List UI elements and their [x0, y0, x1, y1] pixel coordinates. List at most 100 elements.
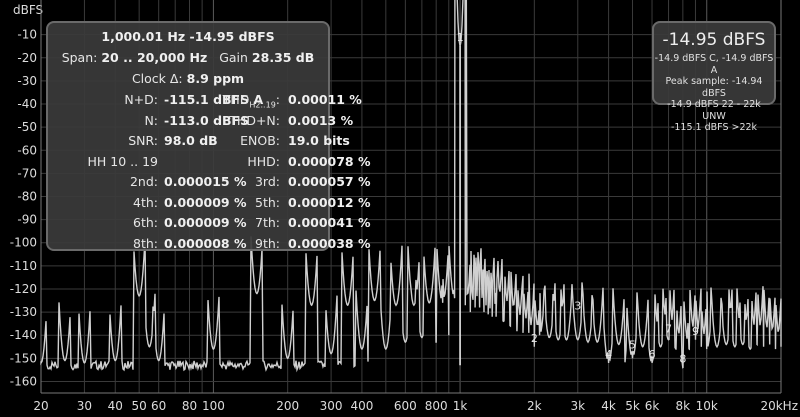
y-tick-label: -10 — [17, 28, 37, 42]
x-tick-label: 10k — [696, 399, 718, 413]
stat-label: 3rd: — [254, 174, 280, 189]
stats-row: 4th: 0.000009 % 5th: 0.000012 % — [48, 193, 371, 213]
y-tick-label: -40 — [17, 97, 37, 111]
y-axis-ticks: -10 -20 -30 -40 -50 -60 -70 -80 -90 -100 -110 -120 -… — [10, 28, 37, 389]
stat-label: 4th: — [133, 194, 158, 210]
stats-row: 6th: 0.000009 % 7th: 0.000041 % — [48, 213, 371, 233]
measurement-panel[interactable]: 1,000.01 Hz -14.95 dBFS Span: 20 .. 20,0… — [46, 21, 371, 254]
harmonic-marker-label: 6 — [649, 348, 656, 361]
stat-value: 0.000012 % — [288, 194, 371, 210]
x-tick-label: 3k — [570, 399, 585, 413]
level-line: -14.9 dBFS 22 - 22k UNW — [667, 99, 761, 122]
stat-label: SNR: — [128, 133, 158, 148]
stat-label: 2nd: — [129, 174, 158, 189]
stat-label: HH 10 .. 19 — [87, 153, 158, 169]
y-tick-label: -150 — [10, 351, 37, 365]
level-line: -14.9 dBFS C, -14.9 dBFS A — [654, 53, 774, 76]
x-tick-label: 200 — [276, 399, 299, 413]
harmonic-marker-label: 5 — [629, 339, 636, 352]
spectrum-line — [40, 0, 782, 373]
span-label: Span: — [61, 50, 98, 65]
stat-label: 7th: — [255, 215, 280, 230]
stat-value: 0.000041 % — [288, 215, 371, 230]
stat-value: 0.000038 % — [288, 235, 371, 251]
y-tick-label: -160 — [10, 374, 37, 388]
thd-range-subscript: H2..19 — [249, 100, 276, 110]
x-tick-label: 300 — [320, 399, 343, 413]
stats-row: SNR: 98.0 dB ENOB: 19.0 bits — [48, 131, 350, 151]
stat-label: N+D: — [124, 92, 158, 107]
harmonic-marker-label: 7 — [665, 323, 672, 336]
harmonic-markers: 1 2 3 4 567 8 9 — [457, 31, 699, 365]
span-value: 20 .. 20,000 Hz — [101, 50, 208, 65]
x-tick-label: 5k — [625, 399, 640, 413]
clock-readout: Clock Δ: 8.9 ppm — [48, 69, 328, 89]
level-line: -115.1 dBFS >22k — [670, 122, 758, 133]
clock-value: 8.9 ppm — [186, 71, 245, 86]
harmonic-marker-label: 1 — [457, 31, 464, 44]
stat-value: -115.1 dBFS A — [164, 92, 264, 107]
spectrum-trace — [40, 0, 782, 373]
stats-row: 8th: 0.000008 % 9th: 0.000038 % — [48, 234, 371, 254]
harmonic-marker-label: 3 — [574, 299, 581, 312]
stat-value: 0.000078 % — [288, 153, 371, 169]
x-tick-label: 50 — [132, 399, 147, 413]
x-tick-label: 600 — [394, 399, 417, 413]
x-tick-label: 6k — [645, 399, 660, 413]
y-tick-label: -130 — [10, 305, 37, 319]
stat-value: 19.0 bits — [288, 133, 350, 148]
x-axis-ticks: 20 30 40 50 60 80 100 200 300 400 600 800 1k 2k 3k 4k 5k… — [33, 399, 798, 413]
x-tick-label: 400 — [350, 399, 373, 413]
stats-row: N: -113.0 dBFS THD+N: 0.0013 % — [48, 111, 353, 131]
thd-label: THD — [222, 92, 250, 107]
y-tick-label: -110 — [10, 259, 37, 273]
stat-value: 0.000009 % — [164, 194, 247, 210]
stat-value: 98.0 dB — [164, 133, 218, 148]
stat-value: 0.000057 % — [288, 174, 371, 189]
stat-value: 0.000008 % — [164, 235, 247, 251]
span-gain-readout: Span: 20 .. 20,000 Hz Gain 28.35 dB — [48, 48, 328, 68]
x-tick-label: 80 — [182, 399, 197, 413]
gain-label: Gain — [219, 50, 248, 65]
fundamental-readout: 1,000.01 Hz -14.95 dBFS — [48, 27, 328, 47]
stat-value: 0.000015 % — [164, 174, 247, 189]
stat-label: THD+N: — [229, 112, 280, 128]
x-tick-label: 1k — [453, 399, 468, 413]
y-tick-label: -30 — [17, 74, 37, 88]
fundamental-freq-level: 1,000.01 Hz -14.95 dBFS — [101, 29, 275, 44]
stats-row: 2nd: 0.000015 % 3rd: 0.000057 % — [48, 172, 371, 192]
stat-value: 0.00011 % — [288, 92, 362, 107]
y-tick-label: -50 — [17, 120, 37, 134]
harmonic-marker-label: 4 — [605, 348, 612, 361]
x-tick-label: 40 — [108, 399, 123, 413]
x-tick-label: 8k — [676, 399, 691, 413]
y-tick-label: -120 — [10, 282, 37, 296]
y-tick-label: -80 — [17, 190, 37, 204]
stat-label: 6th: — [133, 215, 158, 230]
stat-label: N: — [144, 112, 158, 128]
gain-value: 28.35 dB — [251, 50, 315, 65]
harmonic-marker-label: 8 — [679, 353, 686, 366]
y-tick-label: -100 — [10, 236, 37, 250]
stat-label: ENOB: — [240, 133, 280, 148]
y-tick-label: -90 — [17, 213, 37, 227]
level-big-readout: -14.95 dBFS — [662, 30, 766, 50]
x-tick-label: 2k — [527, 399, 542, 413]
stats-row: HH 10 .. 19 HHD: 0.000078 % — [48, 152, 371, 172]
stat-label: 5th: — [255, 194, 280, 210]
y-tick-label: -20 — [17, 51, 37, 65]
y-tick-label: -60 — [17, 143, 37, 157]
x-tick-label: 20kHz — [760, 399, 798, 413]
stat-value: 0.0013 % — [288, 112, 354, 128]
stats-row: N+D: -115.1 dBFS A THDH2..19: 0.00011 % — [48, 90, 361, 110]
clock-label: Clock Δ: — [131, 71, 183, 86]
stat-value: 0.000009 % — [164, 215, 247, 230]
stat-value: -113.0 dBFS — [164, 112, 250, 128]
level-meter-panel[interactable]: -14.95 dBFS -14.9 dBFS C, -14.9 dBFS A P… — [652, 21, 776, 133]
y-axis-unit-label: dBFS — [13, 3, 43, 17]
x-tick-label: 30 — [77, 399, 92, 413]
thd-colon: : — [275, 92, 280, 107]
x-tick-label: 4k — [601, 399, 616, 413]
level-line: Peak sample: -14.94 dBFS — [665, 76, 763, 99]
x-tick-label: 20 — [33, 399, 48, 413]
